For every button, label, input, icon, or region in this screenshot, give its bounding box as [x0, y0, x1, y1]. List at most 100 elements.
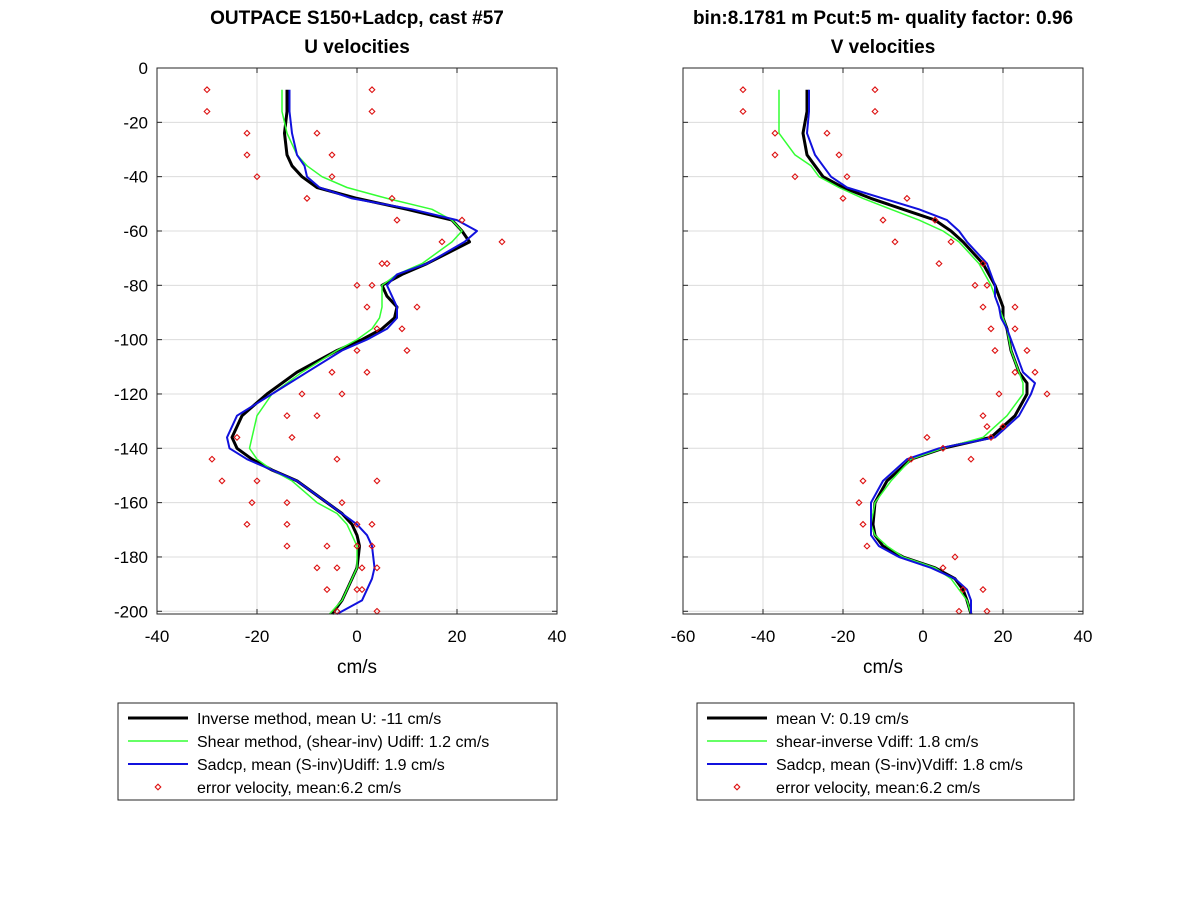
u-axes-subtitle: U velocities	[304, 37, 410, 58]
u-error-velocity-point	[353, 542, 361, 550]
u-velocity-axes: OUTPACE S150+Ladcp, cast #57 U velocitie…	[114, 8, 566, 678]
u-error-velocity-point	[383, 260, 391, 268]
u-error-velocity-point	[243, 151, 251, 159]
v-error-velocity-point	[871, 86, 879, 94]
v-error-velocity-point	[951, 553, 959, 561]
v-error-velocity-point	[959, 585, 967, 594]
u-error-velocity-point	[338, 499, 346, 507]
v-legend: mean V: 0.19 cm/s shear-inverse Vdiff: 1.…	[696, 702, 1075, 801]
v-error-velocity-point	[791, 173, 799, 181]
u-legend: Inverse method, mean U: -11 cm/s Shear me…	[117, 702, 558, 801]
u-legend-label: Shear method, (shear-inv) Udiff: 1.2 cm/…	[197, 734, 489, 751]
v-error-velocity-point	[859, 477, 867, 485]
v-x-tick-label: 20	[994, 627, 1013, 646]
u-error-velocity-point	[243, 129, 251, 137]
u-y-tick-label: -100	[114, 331, 148, 350]
v-error-velocity-point	[903, 194, 911, 202]
u-error-velocity-point	[368, 520, 376, 528]
v-error-velocity-point	[839, 194, 847, 202]
v-error-velocity-point	[991, 346, 999, 355]
u-error-velocity-point	[368, 542, 376, 550]
v-error-velocity-point	[987, 433, 995, 442]
v-x-tick-label: -60	[671, 627, 696, 646]
u-error-velocity-point	[298, 390, 306, 398]
u-error-velocity-point	[313, 564, 321, 572]
u-error-velocity-point	[498, 238, 506, 246]
u-error-velocity-point	[368, 86, 376, 94]
u-error-velocity-point	[353, 346, 361, 355]
v-error-velocity-point	[931, 216, 939, 224]
v-series-line-2	[778, 89, 1024, 615]
u-error-velocity-point	[353, 281, 361, 289]
u-error-velocity-point	[253, 173, 261, 181]
v-x-tick-label: 0	[918, 627, 927, 646]
v-x-tick-label: 40	[1074, 627, 1093, 646]
v-error-velocity-point	[907, 455, 915, 463]
v-error-velocity-point	[859, 520, 867, 528]
u-error-velocity-point	[233, 433, 241, 442]
u-y-tick-label: -60	[123, 222, 148, 241]
v-legend-box	[696, 702, 1075, 801]
u-error-velocity-point	[358, 564, 366, 572]
u-error-velocity-point	[313, 129, 321, 137]
v-error-velocity-point	[739, 86, 747, 94]
v-error-velocity-point	[1031, 368, 1039, 376]
v-error-velocity-point	[983, 422, 991, 431]
v-error-velocity-point	[835, 151, 843, 159]
u-error-velocity-point	[283, 520, 291, 528]
v-error-velocity-point	[1011, 325, 1019, 333]
u-error-velocity-point	[413, 303, 421, 311]
u-error-velocity-point	[388, 194, 396, 202]
u-error-velocity-point	[438, 238, 446, 246]
u-error-velocity-point	[323, 585, 331, 594]
v-error-velocity-point	[979, 412, 987, 420]
u-legend-box	[117, 702, 558, 801]
u-error-velocity-point	[363, 368, 371, 376]
v-error-velocity-point	[979, 260, 987, 268]
v-x-tick-label: -20	[831, 627, 856, 646]
v-error-velocity-point	[979, 585, 987, 594]
u-error-velocity-point	[458, 216, 466, 224]
u-error-velocity-point	[403, 346, 411, 355]
u-axes-title: OUTPACE S150+Ladcp, cast #57	[210, 8, 504, 29]
u-series-group	[203, 86, 506, 615]
u-error-velocity-point	[203, 107, 211, 116]
u-error-velocity-point	[288, 433, 296, 442]
v-error-velocity-point	[891, 238, 899, 246]
v-error-velocity-point	[983, 281, 991, 289]
v-error-velocity-point	[855, 499, 863, 507]
u-error-velocity-point	[373, 477, 381, 485]
u-error-velocity-point	[398, 325, 406, 333]
v-error-velocity-point	[863, 542, 871, 550]
u-x-tick-label: -40	[145, 627, 170, 646]
v-error-velocity-point	[871, 107, 879, 116]
u-tick-labels: -40 -20 0 20 400-20-40-60-80-100-120-140-160…	[114, 59, 566, 646]
u-legend-marker	[154, 783, 162, 791]
v-axes-subtitle: V velocities	[831, 37, 936, 58]
v-error-velocity-point	[971, 281, 979, 289]
v-x-axis-label: cm/s	[863, 657, 903, 678]
v-error-velocity-point	[999, 422, 1007, 431]
v-error-velocity-point	[947, 238, 955, 246]
v-legend-marker	[733, 783, 741, 791]
u-error-velocity-point	[313, 412, 321, 420]
v-legend-label: error velocity, mean:6.2 cm/s	[776, 780, 980, 797]
v-series-group	[739, 86, 1051, 615]
u-x-tick-label: 0	[352, 627, 361, 646]
u-x-tick-label: 40	[548, 627, 567, 646]
u-error-velocity-point	[208, 455, 216, 463]
v-error-velocity-point	[1011, 303, 1019, 311]
v-axes-title: bin:8.1781 m Pcut:5 m- quality factor: 0…	[693, 8, 1073, 29]
v-legend-label: mean V: 0.19 cm/s	[776, 711, 909, 728]
v-tick-marks	[682, 67, 1084, 614]
u-error-velocity-point	[323, 542, 331, 550]
u-error-velocity-point	[328, 151, 336, 159]
u-error-velocity-point	[283, 542, 291, 550]
u-y-tick-label: -40	[123, 168, 148, 187]
v-series-line-3	[806, 89, 1036, 614]
v-tick-labels: -60 -40 -20 0 20 40	[671, 627, 1093, 646]
u-y-tick-label: -200	[114, 602, 148, 621]
u-error-velocity-point	[378, 260, 386, 268]
u-error-velocity-point	[333, 564, 341, 572]
